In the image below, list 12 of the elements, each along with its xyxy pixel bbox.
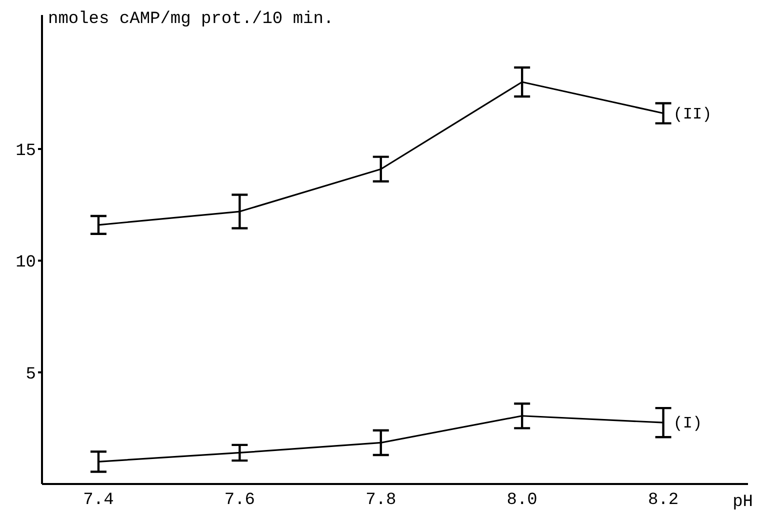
x-tick-label: 7.4 <box>83 491 114 510</box>
x-tick-label: 8.2 <box>648 491 679 510</box>
y-tick-label: 15 <box>16 142 36 162</box>
series-label: (II) <box>673 105 712 124</box>
y-tick-label: 10 <box>16 254 36 273</box>
series-label: (I) <box>673 414 702 433</box>
y-axis-title: nmoles cAMP/mg prot./10 min. <box>48 10 334 29</box>
x-axis-title: pH <box>732 493 753 512</box>
y-tick-label: 5 <box>26 365 36 384</box>
x-tick-label: 7.6 <box>224 491 255 510</box>
x-tick-label: 8.0 <box>506 491 538 510</box>
x-tick-label: 7.8 <box>366 491 396 510</box>
